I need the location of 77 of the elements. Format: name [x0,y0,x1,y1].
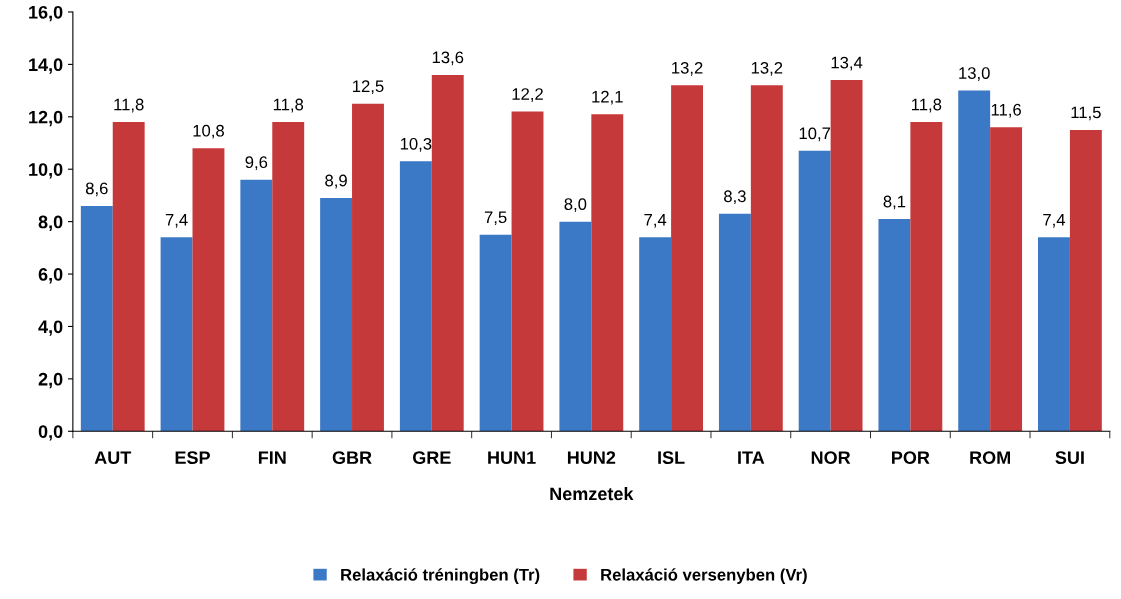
data-label: 13,0 [959,67,990,81]
x-axis-title: Nemzetek [550,487,634,501]
data-label: 8,6 [85,182,108,197]
data-label: 8,3 [724,190,746,205]
bar [718,213,751,432]
x-tick-label: NOR [811,451,851,464]
bar [272,122,305,432]
bar [479,234,512,432]
data-label: 11,8 [114,98,144,113]
x-tick-label: AUT [94,451,132,464]
bar [1038,237,1070,432]
data-label: 10,3 [400,137,432,152]
bar [591,114,624,432]
data-label: 9,6 [245,156,268,171]
bar [240,179,273,432]
data-label: 12,5 [353,80,384,95]
data-label: 7,4 [165,214,188,228]
bar [750,85,783,432]
bar [160,237,193,432]
bar [399,161,432,432]
legend-label: Relaxáció tréningben (Tr) [341,568,540,584]
bar [80,205,113,432]
data-label: 8,9 [325,174,347,189]
x-tick-label: SUI [1055,451,1084,464]
data-label: 7,5 [484,211,507,226]
y-tick-label: 16,0 [29,5,63,22]
bar [639,237,672,432]
x-tick-label: ISL [658,451,685,464]
y-tick-label: 4,0 [38,320,63,336]
data-label: 13,4 [831,56,863,71]
y-tick-label: 10,0 [29,163,63,179]
x-tick-label: FIN [258,451,286,464]
x-tick-label: ESP [175,451,210,464]
data-label: 13,2 [751,61,783,76]
data-label: 11,8 [912,98,942,113]
data-label: 10,8 [193,124,224,139]
y-tick-label: 14,0 [29,58,63,74]
x-tick-label: ITA [738,451,765,464]
y-tick-label: 12,0 [29,110,63,127]
bar [958,90,991,432]
data-label: 12,1 [592,90,623,105]
x-tick-label: HUN1 [488,451,536,464]
data-label: 10,7 [799,127,831,142]
bar [990,127,1023,432]
bar [511,111,544,432]
bar [798,150,831,432]
bar [192,148,225,432]
bar [1069,129,1102,432]
data-label: 11,6 [991,103,1021,118]
data-label: 12,2 [512,88,543,102]
bar [910,122,943,432]
y-tick-label: 8,0 [38,215,63,231]
data-label: 8,0 [564,198,587,212]
bar [431,74,464,432]
x-tick-label: ROM [970,451,1010,464]
data-label: 8,1 [883,195,906,210]
y-tick-label: 6,0 [38,267,63,284]
data-label: 7,4 [1043,214,1066,228]
bar [559,221,592,432]
bar [352,103,384,432]
bar [830,80,863,432]
data-label: 13,6 [432,51,464,66]
bar [320,198,353,432]
bar [878,219,911,432]
data-label: 11,5 [1071,106,1101,121]
data-label: 11,8 [273,98,304,113]
y-tick-label: 0,0 [38,425,63,441]
x-tick-label: HUN2 [567,451,616,464]
bar [112,122,145,432]
legend-label: Relaxáció versenyben (Vr) [601,568,807,584]
data-label: 7,4 [644,214,667,228]
x-tick-label: GRE [412,451,451,464]
y-tick-label: 2,0 [38,372,63,389]
x-tick-label: POR [892,451,930,464]
bar [671,85,703,432]
x-tick-label: GBR [332,451,372,464]
data-label: 13,2 [672,61,703,76]
